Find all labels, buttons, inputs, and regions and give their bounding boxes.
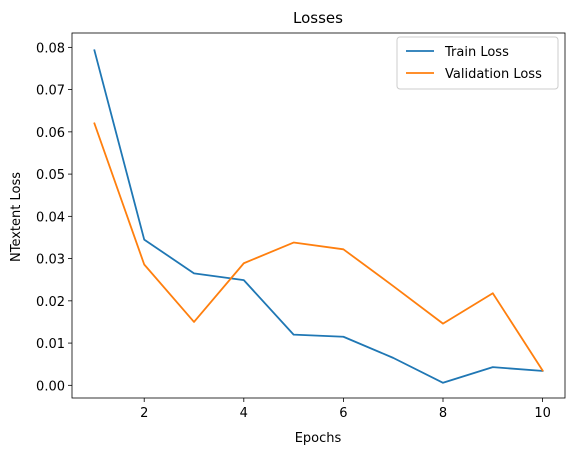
x-tick-label: 8	[439, 406, 447, 421]
y-tick-label: 0.04	[36, 210, 65, 225]
chart-title: Losses	[293, 9, 343, 27]
axes-frame	[71, 32, 566, 399]
legend: Train Loss Validation Loss	[396, 36, 559, 90]
x-tick-label: 4	[240, 406, 248, 421]
y-tick-label: 0.03	[36, 253, 65, 268]
x-axis-label: Epochs	[295, 431, 342, 446]
y-tick-label: 0.05	[36, 168, 65, 183]
legend-label: Validation Loss	[445, 67, 542, 82]
y-tick-label: 0.01	[36, 337, 65, 352]
x-tick-label: 6	[339, 406, 347, 421]
y-tick-label: 0.08	[36, 41, 65, 56]
legend-box	[396, 36, 559, 90]
y-tick-label: 0.07	[36, 84, 65, 99]
y-tick-label: 0.02	[36, 295, 65, 310]
y-tick-label: 0.00	[36, 379, 65, 394]
x-tick-label: 10	[534, 406, 551, 421]
series-line-train-loss	[93, 49, 544, 384]
legend-label: Train Loss	[444, 45, 509, 60]
y-tick-label: 0.06	[36, 126, 65, 141]
x-tick-label: 2	[140, 406, 148, 421]
series-line-validation-loss	[93, 122, 544, 372]
plot-area: 2 4 6 8 10 0.00 0.01 0.02 0.03 0.04 0.05 0.06 0.07 0.…	[36, 32, 566, 421]
y-axis-label: NTextent Loss	[9, 172, 24, 262]
